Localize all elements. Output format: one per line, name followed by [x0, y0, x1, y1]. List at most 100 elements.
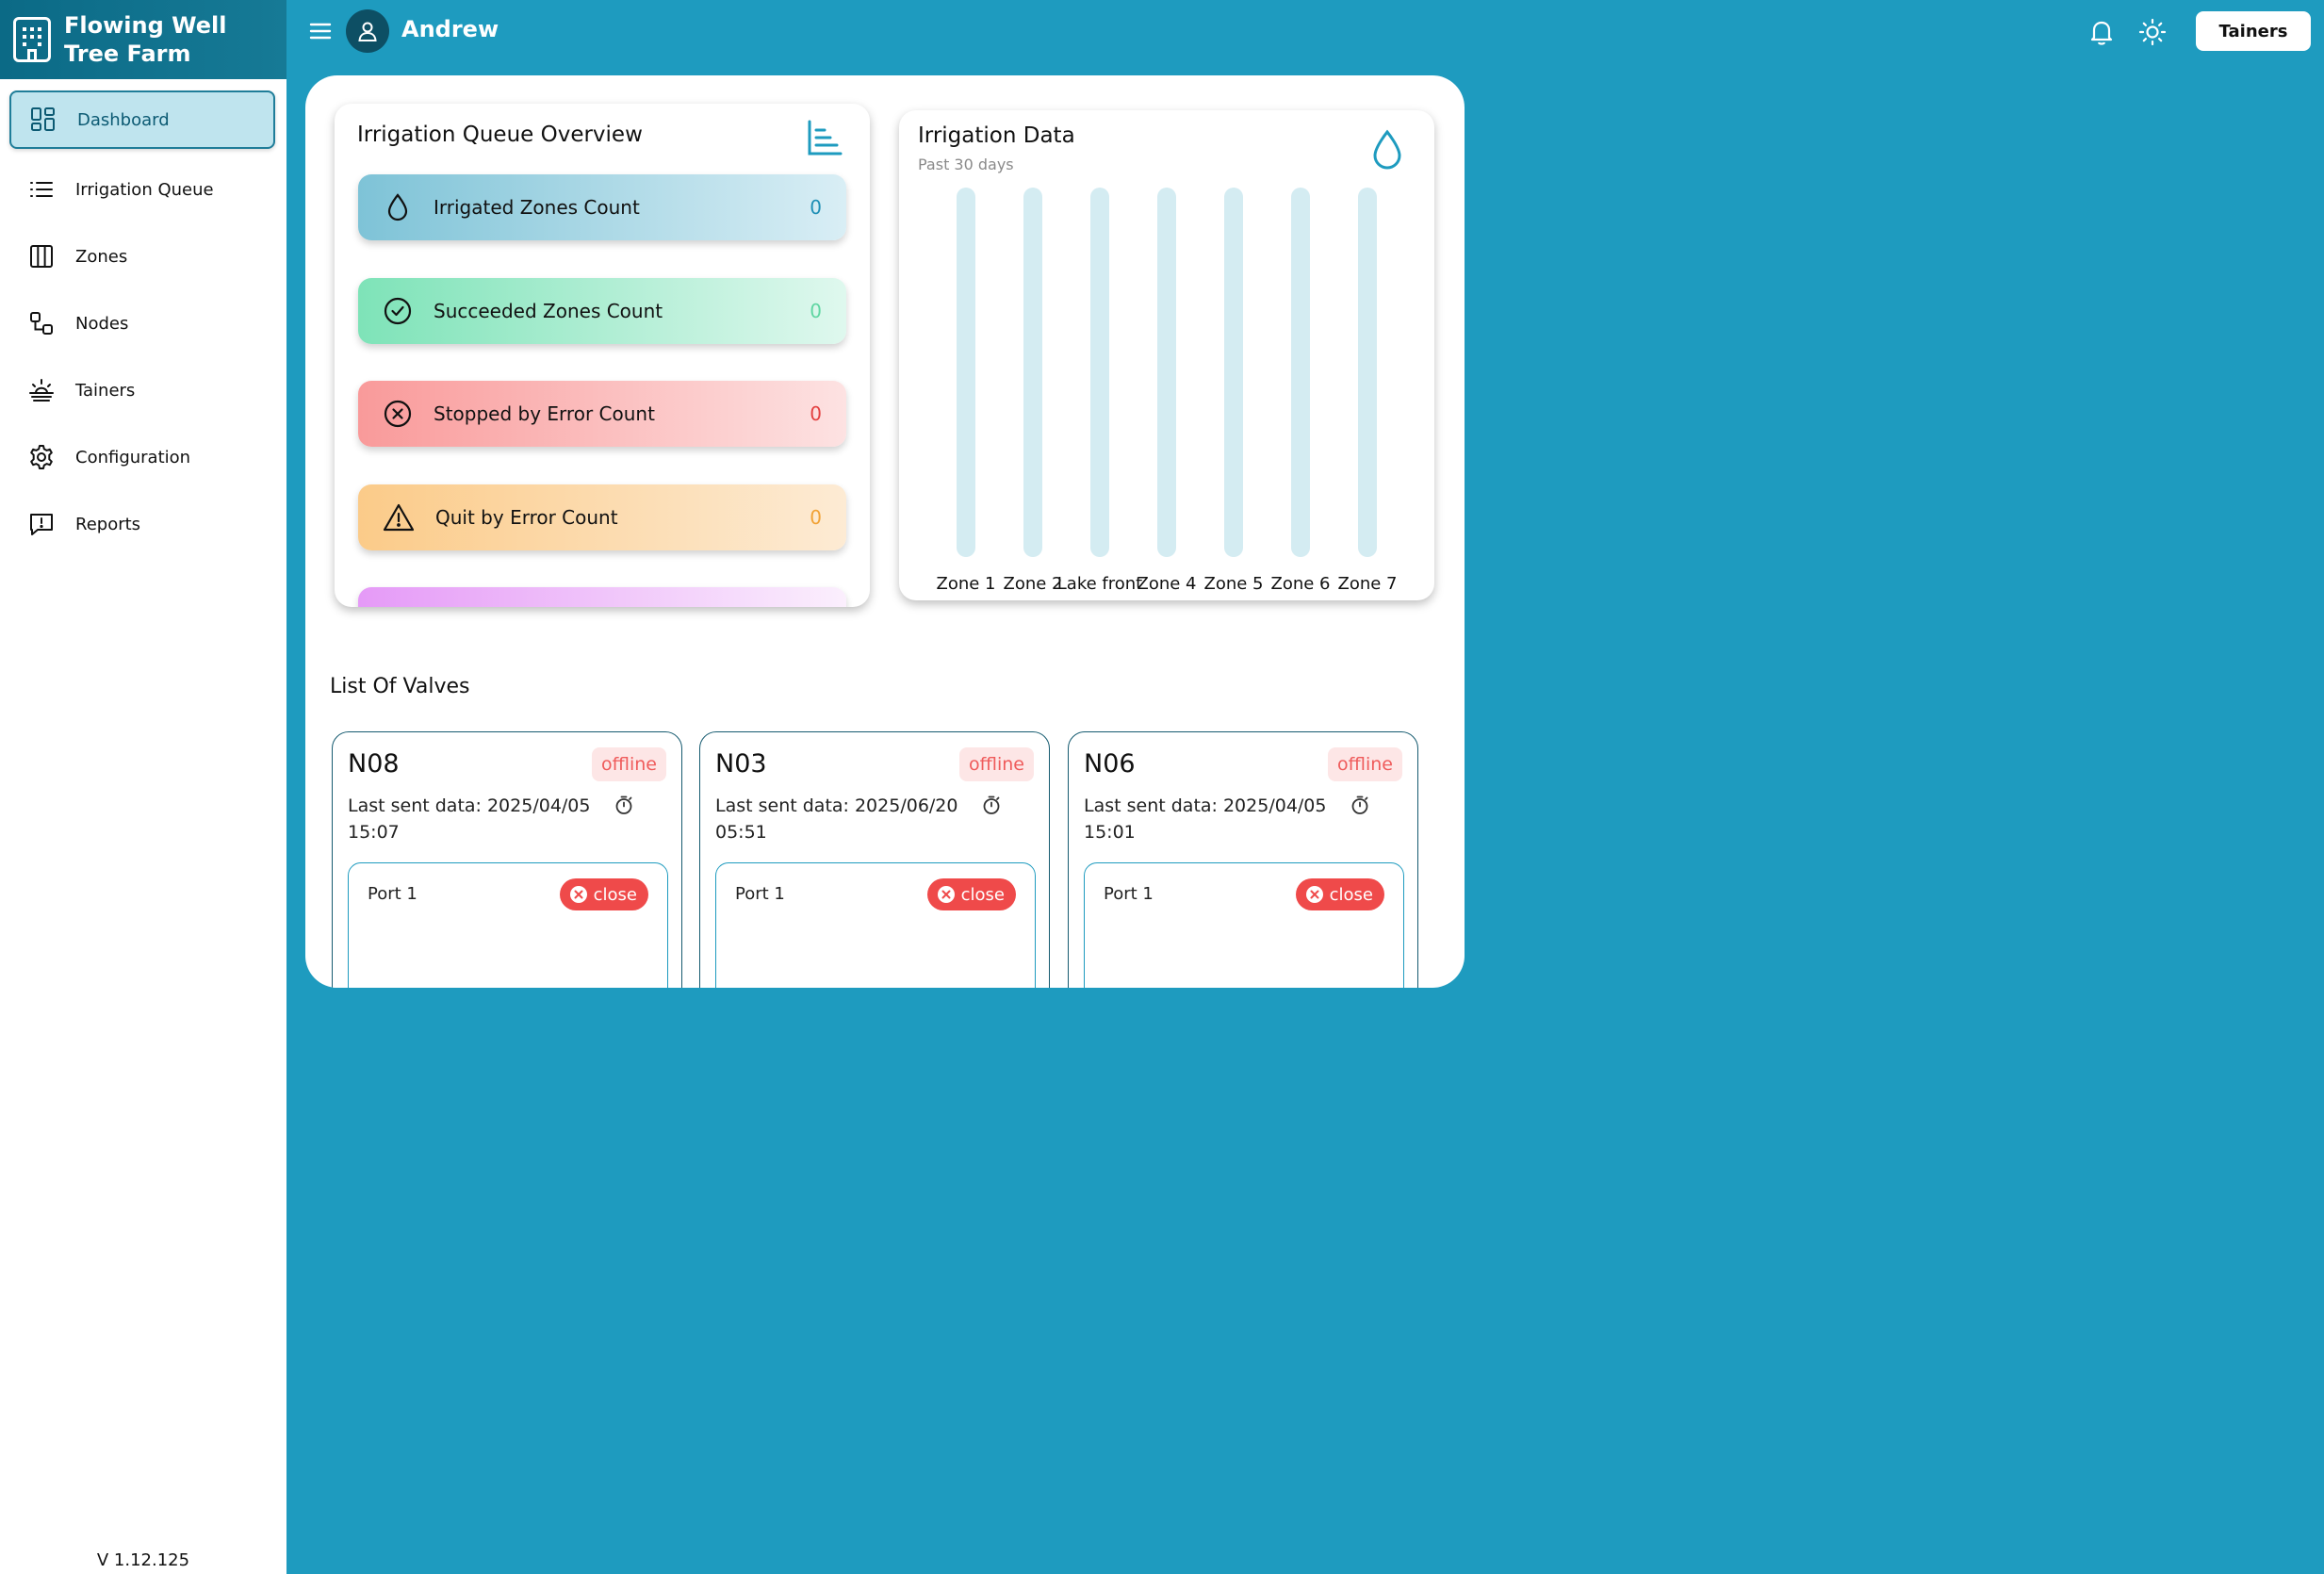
top-bar: Andrew Tainers — [286, 0, 2324, 75]
hamburger-menu-icon[interactable] — [309, 21, 332, 41]
x-tick-label: Zone 6 — [1271, 574, 1331, 594]
port-state-label: close — [1329, 884, 1373, 905]
sidebar-item-label: Nodes — [75, 313, 129, 334]
valve-name: N08 — [348, 749, 400, 779]
gear-icon — [28, 444, 55, 470]
stat-partial-hidden[interactable] — [358, 587, 846, 607]
section-title: List Of Valves — [330, 675, 470, 698]
warning-icon — [383, 502, 415, 533]
x-tick-label: Zone 7 — [1338, 574, 1398, 594]
stat-label: Quit by Error Count — [435, 506, 618, 529]
sidebar-item-dashboard[interactable]: Dashboard — [9, 90, 275, 149]
port-state-label: close — [593, 884, 637, 905]
irrigation-data-card: Irrigation Data Past 30 days Zone 1 Zone … — [899, 110, 1434, 600]
x-circle-icon — [569, 886, 587, 903]
x-circle-icon — [1305, 886, 1323, 903]
valve-name: N03 — [715, 749, 767, 779]
brand: Flowing Well Tree Farm — [0, 0, 286, 79]
stat-label: Stopped by Error Count — [434, 402, 655, 425]
sidebar: Dashboard Irrigation Queue Zones Nodes T… — [0, 79, 286, 1574]
stat-count: 0 — [810, 506, 822, 529]
sunrise-icon — [28, 377, 55, 403]
drop-icon — [383, 192, 413, 222]
bar-track — [1023, 188, 1042, 557]
dashboard-icon — [30, 107, 57, 133]
main-content: Irrigation Queue Overview Irrigated Zone… — [305, 75, 1465, 988]
valve-name: N06 — [1084, 749, 1136, 779]
last-sent-data: Last sent data: 2025/04/05 15:07 — [348, 795, 591, 843]
user-icon — [358, 22, 377, 41]
bar-track — [1090, 188, 1109, 557]
sidebar-item-nodes[interactable]: Nodes — [9, 294, 275, 353]
sidebar-item-tainers[interactable]: Tainers — [9, 361, 275, 419]
tenant-select-button[interactable]: Tainers — [2196, 11, 2311, 51]
port-state-label: close — [960, 884, 1005, 905]
x-tick-label: Zone 4 — [1137, 574, 1197, 594]
sidebar-item-irrigation-queue[interactable]: Irrigation Queue — [9, 160, 275, 219]
port-close-button[interactable]: close — [1295, 878, 1384, 910]
bar-track — [1291, 188, 1310, 557]
port-close-button[interactable]: close — [926, 878, 1016, 910]
stat-count: 0 — [810, 300, 822, 322]
bar-track — [1224, 188, 1243, 557]
port-label: Port 1 — [1104, 884, 1154, 904]
x-circle-icon — [383, 399, 413, 429]
username: Andrew — [401, 16, 499, 42]
check-circle-icon — [383, 296, 413, 326]
sidebar-item-label: Configuration — [75, 447, 191, 467]
nodes-icon — [28, 310, 55, 336]
sidebar-item-label: Tainers — [75, 380, 136, 401]
last-sent-data: Last sent data: 2025/04/05 15:01 — [1084, 795, 1327, 843]
app-version: V 1.12.125 — [96, 1550, 190, 1570]
stopwatch-icon — [1350, 795, 1370, 815]
bar-chart-icon — [806, 119, 843, 156]
sun-icon[interactable] — [2137, 17, 2168, 47]
stat-label: Succeeded Zones Count — [434, 300, 663, 322]
sidebar-item-reports[interactable]: Reports — [9, 495, 275, 553]
stat-count: 0 — [810, 196, 822, 219]
valve-card[interactable]: N08 offline Last sent data: 2025/04/05 1… — [332, 731, 682, 988]
bar-track — [1358, 188, 1377, 557]
avatar[interactable] — [346, 9, 389, 53]
stat-succeeded-zones[interactable]: Succeeded Zones Count 0 — [358, 278, 846, 344]
port-label: Port 1 — [735, 884, 785, 904]
port-panel: Port 1 close — [1084, 862, 1404, 988]
sidebar-item-zones[interactable]: Zones — [9, 227, 275, 286]
bell-icon[interactable] — [2087, 17, 2117, 47]
bar-track — [1157, 188, 1176, 557]
brand-name: Flowing Well Tree Farm — [64, 12, 227, 67]
port-close-button[interactable]: close — [559, 878, 648, 910]
sidebar-item-configuration[interactable]: Configuration — [9, 428, 275, 486]
water-drop-icon — [1370, 129, 1404, 171]
x-circle-icon — [937, 886, 955, 903]
port-panel: Port 1 close — [715, 862, 1036, 988]
stat-stopped-by-error[interactable]: Stopped by Error Count 0 — [358, 381, 846, 447]
card-subtitle: Past 30 days — [918, 156, 1014, 173]
card-title: Irrigation Data — [918, 123, 1075, 148]
stat-label: Irrigated Zones Count — [434, 196, 640, 219]
stat-count: 0 — [810, 402, 822, 425]
bar-track — [957, 188, 975, 557]
status-badge: offline — [1327, 747, 1402, 781]
port-label: Port 1 — [368, 884, 417, 904]
columns-icon — [28, 243, 55, 270]
list-icon — [28, 176, 55, 203]
card-title: Irrigation Queue Overview — [357, 123, 643, 147]
building-logo-icon — [13, 17, 51, 62]
sidebar-item-label: Zones — [75, 246, 128, 267]
stat-irrigated-zones[interactable]: Irrigated Zones Count 0 — [358, 174, 846, 240]
valve-card[interactable]: N06 offline Last sent data: 2025/04/05 1… — [1068, 731, 1418, 988]
x-tick-label: Zone 2 — [1004, 574, 1063, 594]
sidebar-item-label: Irrigation Queue — [75, 179, 214, 200]
report-icon — [28, 511, 55, 537]
queue-overview-card: Irrigation Queue Overview Irrigated Zone… — [335, 104, 870, 607]
stopwatch-icon — [614, 795, 634, 815]
last-sent-data: Last sent data: 2025/06/20 05:51 — [715, 795, 958, 843]
x-tick-label: Zone 5 — [1204, 574, 1264, 594]
port-panel: Port 1 close — [348, 862, 668, 988]
stat-quit-by-error[interactable]: Quit by Error Count 0 — [358, 484, 846, 550]
sidebar-item-label: Reports — [75, 514, 141, 534]
valve-card[interactable]: N03 offline Last sent data: 2025/06/20 0… — [699, 731, 1050, 988]
stopwatch-icon — [981, 795, 1002, 815]
